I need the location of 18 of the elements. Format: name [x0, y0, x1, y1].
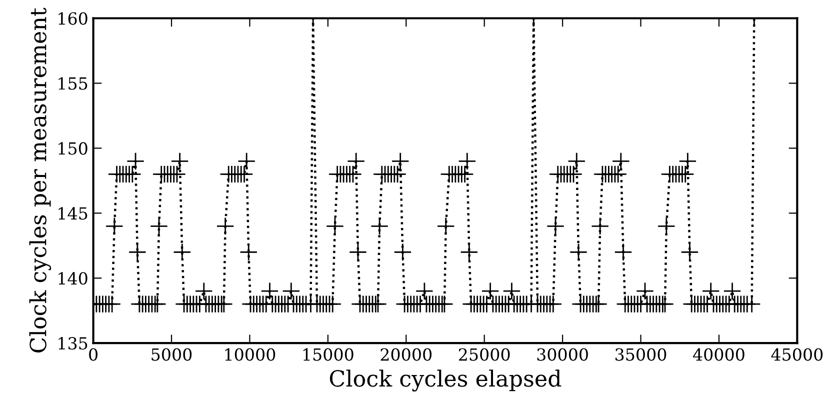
y-axis-title: Clock cycles per measurement	[29, 8, 52, 352]
x-tick-label: 25000	[458, 348, 510, 361]
x-tick-label: 10000	[225, 348, 276, 361]
x-axis-title: Clock cycles elapsed	[330, 370, 562, 392]
y-tick-label: 160	[58, 12, 88, 25]
y-tick-label: 135	[58, 337, 88, 350]
x-tick-label: 5000	[152, 348, 192, 361]
x-tick-label: 45000	[771, 348, 823, 361]
x-tick-label: 40000	[692, 348, 744, 361]
y-tick-label: 145	[58, 207, 88, 220]
x-tick-label: 15000	[303, 348, 354, 361]
y-tick-label: 155	[58, 77, 88, 90]
y-tick-label: 140	[58, 272, 88, 285]
x-tick-label: 30000	[537, 348, 588, 361]
x-tick-label: 0	[89, 348, 98, 361]
x-tick-label: 20000	[380, 348, 432, 361]
x-tick-label: 35000	[616, 348, 666, 361]
y-tick-label: 150	[58, 142, 88, 155]
